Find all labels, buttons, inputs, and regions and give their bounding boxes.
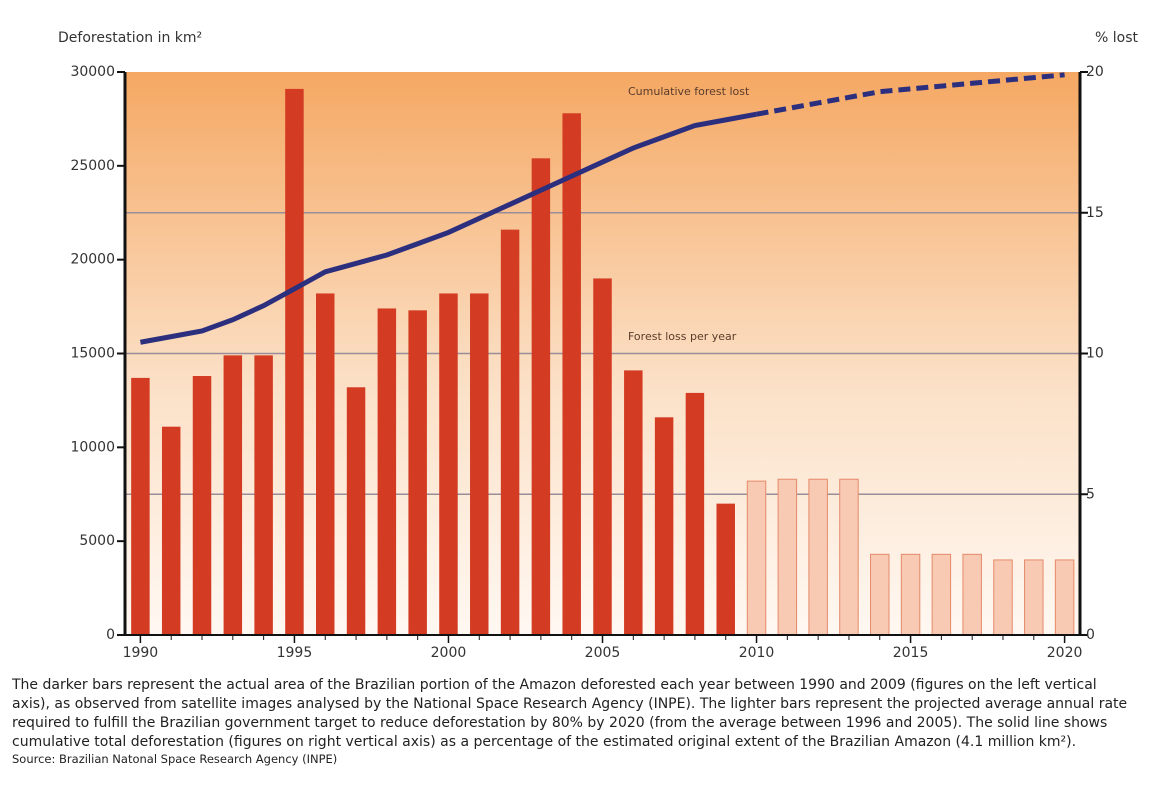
bar (808, 478, 828, 636)
x-tick-label: 2000 (431, 645, 467, 661)
chart: Deforestation in km² % lost 0 5 10 15 20 0 500… (58, 30, 1139, 661)
source: Source: Brazilian Natonal Space Research… (12, 752, 338, 766)
y-tick-label: 5000 (79, 533, 115, 549)
x-tick-label: 1990 (123, 645, 159, 661)
bar (377, 308, 397, 635)
bar (1054, 559, 1075, 636)
bar (777, 478, 798, 636)
bar (654, 417, 674, 635)
bar (562, 113, 581, 635)
bar (593, 278, 612, 635)
bar (470, 293, 489, 635)
y-tick-label: 15000 (70, 346, 115, 362)
bar (408, 310, 427, 635)
y-tick-label: 30000 (70, 64, 115, 80)
y-tick-label: 20000 (70, 252, 115, 268)
bar (993, 559, 1013, 636)
bar (439, 293, 458, 635)
y2-axis-title: % lost (1095, 30, 1139, 46)
caption-block: The darker bars represent the actual are… (12, 676, 1137, 767)
y-tick-label: 25000 (70, 158, 115, 174)
bar (962, 553, 982, 636)
bar (685, 392, 705, 635)
bar (870, 553, 890, 636)
bar (131, 377, 150, 635)
y2-tick-label: 15 (1086, 205, 1104, 221)
y2-tick-label: 10 (1086, 346, 1104, 362)
bar (531, 158, 551, 635)
bar (223, 355, 243, 635)
bar (900, 553, 921, 636)
x-tick-label: 1995 (277, 645, 313, 661)
bar (746, 480, 767, 636)
bar (931, 553, 952, 636)
bar (192, 376, 212, 635)
line (139, 111, 757, 345)
bar (346, 387, 366, 635)
bar (254, 355, 273, 635)
y2-tick-label: 5 (1086, 486, 1095, 502)
y-tick-label: 10000 (70, 439, 115, 455)
y-tick-label: 0 (106, 627, 115, 643)
caption: The darker bars represent the actual are… (12, 677, 1128, 750)
bar (716, 503, 735, 635)
line (756, 72, 1065, 117)
bar (161, 426, 181, 635)
bar (1024, 559, 1044, 636)
y2-tick-label: 20 (1086, 64, 1104, 80)
series-annotation: Cumulative forest lost (628, 85, 750, 98)
bar (624, 370, 643, 635)
y2-tick-label: 0 (1086, 627, 1095, 643)
bar (285, 88, 304, 635)
x-tick-label: 2010 (739, 645, 775, 661)
y-axis-title: Deforestation in km² (58, 30, 202, 46)
bar (316, 293, 335, 635)
bar (839, 478, 859, 636)
bar (500, 229, 520, 635)
series-annotation: Forest loss per year (628, 330, 737, 343)
x-tick-label: 2020 (1047, 645, 1083, 661)
x-tick-label: 2005 (585, 645, 621, 661)
x-tick-label: 2015 (893, 645, 929, 661)
